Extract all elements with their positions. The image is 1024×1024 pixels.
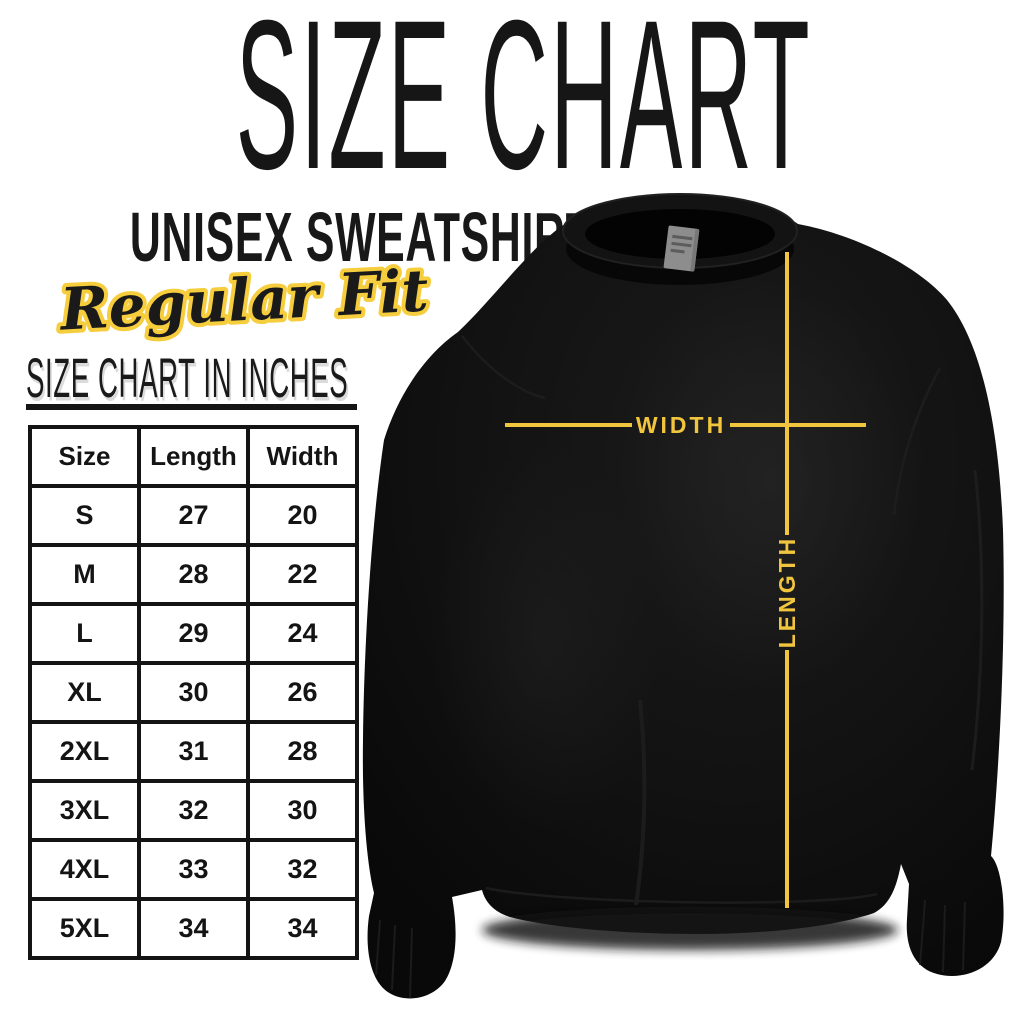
col-header-length: Length	[137, 425, 250, 488]
page-title-text: SIZE CHART	[235, 0, 812, 215]
width-cell: 24	[246, 602, 359, 665]
measurement-lines	[505, 252, 866, 908]
sweatshirt-silhouette	[362, 201, 1004, 999]
width-cell: 26	[246, 661, 359, 724]
table-row: M 28 22	[28, 543, 359, 606]
width-label: WIDTH	[636, 412, 726, 438]
col-header-size: Size	[28, 425, 141, 488]
width-cell: 30	[246, 779, 359, 842]
product-name-text: UNISEX SWEATSHIRT	[129, 199, 593, 277]
collar-tag	[663, 225, 700, 272]
size-cell: L	[28, 602, 141, 665]
page-title: SIZE CHART	[0, 0, 1024, 214]
width-cell: 22	[246, 543, 359, 606]
table-row: L 29 24	[28, 602, 359, 665]
length-cell: 29	[137, 602, 250, 665]
size-cell: 5XL	[28, 897, 141, 960]
size-cell: 2XL	[28, 720, 141, 783]
product-name: UNISEX SWEATSHIRT	[26, 203, 592, 272]
table-row: 4XL 33 32	[28, 838, 359, 901]
length-cell: 28	[137, 543, 250, 606]
size-table-header-row: Size Length Width	[28, 425, 359, 488]
width-cell: 34	[246, 897, 359, 960]
section-heading: SIZE CHART IN INCHES	[26, 350, 563, 405]
length-cell: 31	[137, 720, 250, 783]
size-cell: 4XL	[28, 838, 141, 901]
length-cell: 34	[137, 897, 250, 960]
length-cell: 32	[137, 779, 250, 842]
table-row: 2XL 31 28	[28, 720, 359, 783]
sweatshirt-image: WIDTH LENGTH	[362, 193, 1004, 999]
fit-label: Regular Fit	[53, 252, 434, 347]
size-cell: M	[28, 543, 141, 606]
size-cell: 3XL	[28, 779, 141, 842]
length-label: LENGTH	[774, 536, 800, 649]
table-row: S 27 20	[28, 484, 359, 547]
width-cell: 32	[246, 838, 359, 901]
table-row: XL 30 26	[28, 661, 359, 724]
heading-underline	[26, 404, 357, 410]
size-cell: XL	[28, 661, 141, 724]
table-row: 5XL 34 34	[28, 897, 359, 960]
size-cell: S	[28, 484, 141, 547]
size-table: Size Length Width S 27 20 M 28 22 L 29 2…	[28, 425, 359, 960]
section-heading-text: SIZE CHART IN INCHES	[26, 346, 349, 409]
length-cell: 30	[137, 661, 250, 724]
table-row: 3XL 32 30	[28, 779, 359, 842]
width-cell: 28	[246, 720, 359, 783]
col-header-width: Width	[246, 425, 359, 488]
fabric-seams	[375, 335, 984, 999]
length-cell: 27	[137, 484, 250, 547]
length-cell: 33	[137, 838, 250, 901]
width-cell: 20	[246, 484, 359, 547]
